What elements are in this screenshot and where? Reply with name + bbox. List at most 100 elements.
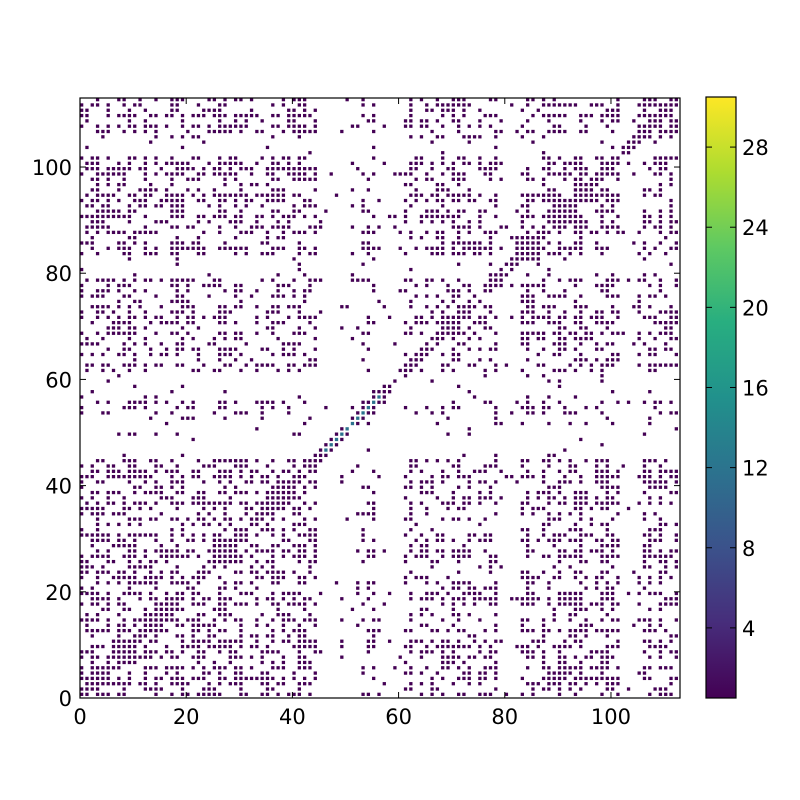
heatmap-cell (175, 517, 179, 521)
heatmap-cell (488, 644, 493, 649)
heatmap-cell (451, 400, 455, 404)
heatmap-cell (180, 474, 185, 479)
heatmap-cell (180, 490, 185, 495)
heatmap-cell (180, 193, 185, 197)
heatmap-cell (669, 634, 673, 638)
heatmap-cell (303, 98, 307, 102)
heatmap-cell (520, 676, 524, 681)
heatmap-cell (605, 544, 609, 548)
heatmap-cell (446, 167, 450, 171)
heatmap-cell (340, 480, 344, 484)
heatmap-cell (573, 501, 578, 505)
heatmap-cell (122, 655, 126, 659)
heatmap-cell (515, 236, 519, 240)
heatmap-cell (133, 273, 137, 277)
heatmap-cell (451, 119, 455, 123)
heatmap-cell (223, 559, 227, 564)
heatmap-cell (504, 474, 509, 479)
heatmap-cell (488, 358, 493, 362)
heatmap-cell (218, 103, 222, 107)
heatmap-cell (281, 517, 286, 521)
heatmap-cell (531, 315, 535, 319)
heatmap-cell (175, 602, 179, 606)
heatmap-cell (595, 464, 599, 468)
heatmap-cell (313, 559, 317, 564)
heatmap-cell (207, 220, 211, 224)
heatmap-cell (202, 517, 206, 521)
heatmap-cell (117, 634, 121, 638)
heatmap-cell (276, 474, 280, 479)
heatmap-cell (111, 193, 116, 197)
heatmap-cell (122, 607, 126, 612)
heatmap-cell (409, 103, 413, 107)
heatmap-cell (589, 655, 594, 659)
heatmap-cell (456, 655, 461, 659)
heatmap-cell (212, 634, 217, 638)
heatmap-cell (648, 469, 652, 473)
heatmap-cell (600, 575, 604, 580)
heatmap-cell (111, 644, 116, 649)
heatmap-cell (478, 347, 482, 351)
heatmap-cell (303, 400, 307, 404)
heatmap-cell (159, 602, 163, 606)
heatmap-cell (595, 315, 599, 319)
heatmap-cell (133, 299, 137, 304)
heatmap-cell (101, 628, 105, 633)
heatmap-cell (520, 644, 524, 649)
heatmap-cell (133, 623, 137, 627)
heatmap-cell (218, 124, 222, 128)
heatmap-cell (117, 655, 121, 659)
heatmap-cell (441, 182, 445, 187)
heatmap-cell (552, 352, 556, 357)
heatmap-cell (526, 618, 530, 622)
heatmap-cell (127, 639, 132, 643)
heatmap-cell (303, 628, 307, 633)
heatmap-cell (557, 591, 562, 596)
heatmap-cell (441, 352, 445, 357)
heatmap-cell (372, 321, 376, 325)
heatmap-cell (122, 294, 126, 298)
heatmap-cell (207, 161, 211, 166)
heatmap-cell (488, 310, 493, 314)
heatmap-cell (526, 294, 530, 298)
heatmap-cell (372, 230, 376, 235)
heatmap-cell (228, 246, 232, 250)
heatmap-cell (80, 214, 84, 219)
heatmap-cell (547, 129, 551, 134)
heatmap-cell (674, 124, 678, 128)
heatmap-cell (483, 172, 487, 176)
heatmap-cell (372, 405, 376, 410)
heatmap-cell (303, 177, 307, 181)
heatmap-cell (579, 528, 583, 532)
heatmap-cell (541, 655, 546, 659)
heatmap-cell (600, 331, 604, 335)
heatmap-cell (478, 496, 482, 500)
heatmap-cell (313, 469, 317, 473)
heatmap-cell (80, 570, 84, 574)
heatmap-cell (202, 671, 206, 675)
heatmap-cell (563, 129, 567, 134)
heatmap-cell (127, 368, 132, 373)
heatmap-cell (414, 411, 418, 415)
heatmap-cell (292, 98, 296, 102)
heatmap-cell (106, 129, 110, 134)
heatmap-cell (520, 421, 524, 426)
heatmap-cell (499, 161, 503, 166)
heatmap-cell (170, 602, 174, 606)
heatmap-cell (255, 193, 259, 197)
heatmap-cell (605, 230, 609, 235)
heatmap-cell (297, 177, 301, 181)
heatmap-cell (430, 177, 434, 181)
heatmap-cell (117, 167, 121, 171)
heatmap-cell (111, 172, 116, 176)
heatmap-cell (372, 283, 376, 288)
heatmap-cell (451, 464, 455, 468)
heatmap-cell (271, 512, 275, 516)
heatmap-cell (563, 326, 567, 330)
heatmap-cell (366, 405, 371, 410)
heatmap-cell (446, 321, 450, 325)
heatmap-cell (573, 570, 578, 574)
heatmap-cell (600, 676, 604, 681)
heatmap-cell (143, 549, 148, 553)
heatmap-cell (536, 262, 540, 266)
